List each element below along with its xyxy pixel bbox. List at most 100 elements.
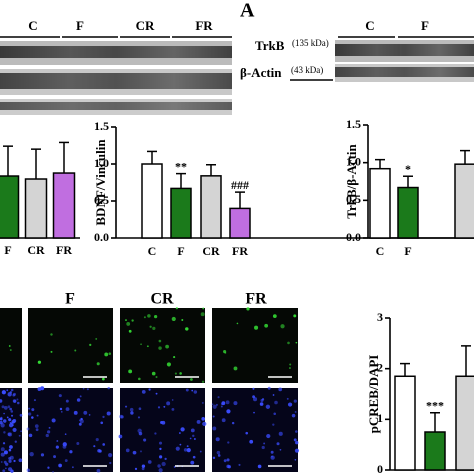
cell (179, 443, 182, 446)
cell (19, 413, 23, 417)
cell (7, 432, 13, 437)
cell (227, 441, 230, 444)
cell (5, 467, 7, 470)
cell (18, 458, 23, 463)
cell (163, 405, 166, 408)
cell (134, 467, 138, 471)
cell (125, 319, 127, 322)
cell (141, 390, 146, 394)
cell (71, 466, 74, 469)
cell (193, 390, 198, 394)
cell (276, 442, 280, 446)
cell (294, 448, 300, 453)
cell (211, 403, 214, 406)
cell (295, 341, 298, 344)
cell (178, 432, 181, 434)
cell (253, 411, 255, 414)
cell (272, 394, 275, 396)
cell (12, 393, 16, 397)
cell (13, 459, 16, 463)
cell (3, 406, 8, 410)
cell (166, 362, 171, 367)
x-tick-label: C (148, 244, 157, 258)
cell (293, 399, 297, 403)
cell (8, 448, 12, 452)
cell (270, 450, 274, 454)
cell (179, 372, 182, 375)
cell (201, 401, 204, 404)
cell (8, 345, 11, 347)
cell (263, 442, 266, 445)
cell (272, 423, 275, 426)
cell (158, 339, 162, 343)
cell (295, 441, 299, 445)
cell (12, 399, 17, 403)
cell (224, 351, 227, 354)
cell (40, 386, 45, 391)
y-axis-label: BDNF/Vinculin (93, 139, 108, 226)
cell (45, 433, 49, 438)
cell (159, 455, 163, 459)
cell (158, 441, 163, 445)
cell (11, 414, 14, 417)
y-tick-label: 2 (377, 360, 383, 374)
cell (51, 418, 56, 423)
lane-label: F (76, 18, 84, 33)
cell (76, 442, 80, 446)
cell (130, 411, 134, 415)
cell (267, 386, 271, 390)
cell (154, 315, 158, 319)
cell (129, 407, 134, 412)
cell (174, 372, 177, 375)
cell (166, 401, 171, 406)
cell (212, 415, 215, 418)
cell (215, 437, 220, 442)
cell (233, 366, 238, 371)
cell (53, 455, 56, 459)
cell (12, 419, 17, 423)
y-tick-label: 0.0 (346, 230, 361, 244)
cell (286, 397, 289, 400)
cell (9, 455, 14, 460)
micrograph (212, 308, 298, 383)
cell (125, 448, 130, 453)
size: (135 kDa) (292, 38, 329, 48)
cell (10, 410, 14, 413)
cell (20, 430, 22, 433)
cell (260, 398, 264, 402)
cell (79, 395, 82, 398)
cell (5, 462, 9, 466)
cell (37, 360, 42, 364)
size: (43 kDa) (291, 65, 323, 75)
bar (141, 163, 163, 239)
cell (272, 314, 277, 319)
cell (93, 445, 96, 448)
cell (202, 307, 205, 310)
cell (171, 407, 175, 411)
micrograph (0, 308, 22, 383)
cell (33, 399, 36, 402)
cell (3, 431, 6, 434)
cell (9, 407, 13, 411)
cell (231, 421, 235, 425)
cell (82, 387, 85, 390)
y-tick-label: 0.0 (94, 230, 109, 244)
cell (249, 439, 254, 444)
cell (65, 399, 69, 403)
y-tick-label: 1.5 (94, 119, 109, 133)
cell (28, 407, 31, 410)
cell (190, 428, 195, 433)
cell (143, 316, 146, 319)
cell (119, 414, 123, 419)
cell (226, 458, 230, 462)
cell (185, 388, 189, 392)
cell (186, 448, 191, 453)
cell (264, 323, 269, 328)
cell (128, 329, 132, 333)
bar (397, 186, 419, 239)
cell (73, 410, 78, 415)
cell (37, 387, 42, 391)
cell (126, 322, 131, 326)
cell (252, 395, 256, 399)
significance: *** (426, 398, 444, 412)
